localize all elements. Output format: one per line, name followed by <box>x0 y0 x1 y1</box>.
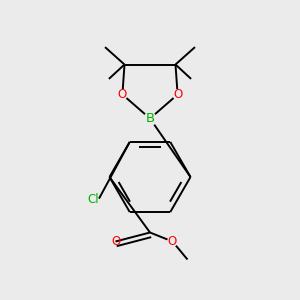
Text: O: O <box>168 235 177 248</box>
Text: B: B <box>146 112 154 125</box>
Text: O: O <box>111 235 120 248</box>
Text: O: O <box>118 88 127 101</box>
Text: O: O <box>173 88 182 101</box>
Text: Cl: Cl <box>87 193 99 206</box>
